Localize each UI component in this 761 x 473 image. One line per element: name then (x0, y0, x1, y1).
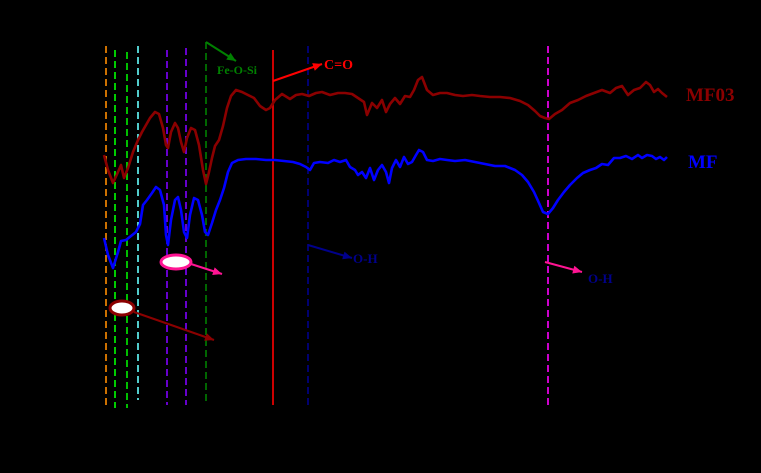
annotation-label: C=O (324, 58, 353, 73)
ellipse-callout (159, 253, 193, 271)
ellipse-callouts (108, 253, 223, 341)
ellipse-callout (108, 299, 136, 317)
series-labels: MF03 MF (686, 85, 735, 173)
annotation-arrow (272, 63, 323, 82)
callout-arrow (133, 311, 215, 341)
annotation-label: O-H (588, 271, 613, 286)
annotation-arrow (205, 41, 237, 62)
callout-arrow (190, 263, 223, 276)
series-label-mf03: MF03 (686, 85, 735, 106)
vertical-marker-lines (105, 42, 549, 408)
series-line-mf03 (102, 75, 668, 186)
annotation-arrow (544, 261, 583, 274)
peak-annotations: Fe-O-Si C=O O-H O-H (205, 41, 613, 286)
annotation-label: Fe-O-Si (217, 63, 258, 77)
annotation-label: O-H (353, 251, 378, 266)
series-line-mf (102, 148, 668, 270)
series-label-mf: MF (688, 152, 718, 173)
spectrum-series (102, 75, 668, 270)
annotation-arrow (307, 244, 353, 260)
